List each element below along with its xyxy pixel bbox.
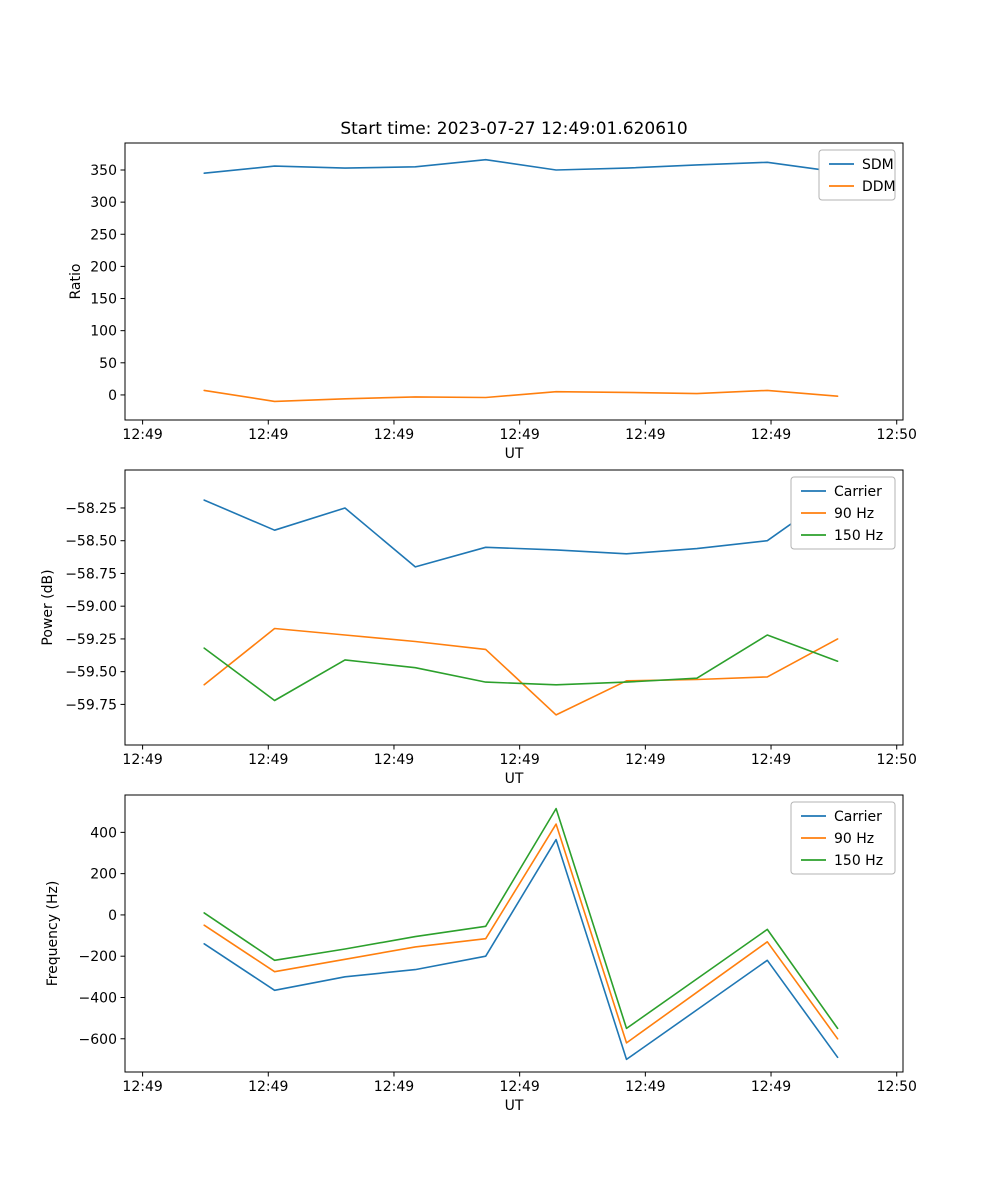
x-tick-label: 12:49 [374, 427, 414, 443]
y-tick-label: −59.00 [65, 599, 117, 615]
y-tick-label: −200 [79, 949, 117, 965]
legend-label: Carrier [834, 484, 882, 500]
y-tick-label: −59.25 [65, 632, 117, 648]
x-axis-label: UT [505, 1098, 524, 1114]
legend-label: 150 Hz [834, 853, 883, 869]
y-tick-label: −58.75 [65, 566, 117, 582]
x-tick-label: 12:50 [877, 1079, 917, 1095]
legend-label: DDM [862, 179, 896, 195]
series-line-150-hz [203, 807, 839, 1030]
y-tick-label: 250 [90, 227, 117, 243]
x-tick-label: 12:49 [248, 427, 288, 443]
y-tick-label: −58.50 [65, 534, 117, 550]
x-tick-label: 12:50 [877, 752, 917, 768]
x-tick-label: 12:49 [625, 1079, 665, 1095]
legend: Carrier 90 Hz 150 Hz [790, 801, 896, 875]
y-axis-label: Frequency (Hz) [45, 881, 61, 987]
series-line-150-hz [203, 634, 839, 702]
x-tick-label: 12:49 [625, 427, 665, 443]
x-tick-label: 12:49 [248, 1079, 288, 1095]
legend-box [790, 801, 896, 875]
x-tick-label: 12:49 [499, 427, 539, 443]
y-tick-label: 400 [90, 825, 117, 841]
legend-label: 150 Hz [834, 528, 883, 544]
y-tick-label: −400 [79, 990, 117, 1006]
series-line-90-hz [203, 823, 839, 1044]
x-tick-label: 12:49 [751, 1079, 791, 1095]
legend-label: Carrier [834, 809, 882, 825]
y-tick-label: 200 [90, 867, 117, 883]
series-line-carrier [203, 490, 839, 568]
legend-label: 90 Hz [834, 831, 874, 847]
y-tick-label: −600 [79, 1032, 117, 1048]
plot-frame [124, 469, 904, 746]
y-tick-label: 0 [108, 388, 117, 404]
x-tick-label: 12:49 [122, 1079, 162, 1095]
series-line-carrier [203, 838, 839, 1061]
figure-title: Start time: 2023-07-27 12:49:01.620610 [340, 119, 688, 139]
y-tick-label: 0 [108, 908, 117, 924]
x-tick-label: 12:49 [625, 752, 665, 768]
x-tick-label: 12:49 [751, 752, 791, 768]
chart-3: 12:49 12:49 12:49 12:49 12:49 12:49 12:50 −600 −… [45, 794, 917, 1114]
x-tick-label: 12:50 [877, 427, 917, 443]
y-tick-label: 200 [90, 259, 117, 275]
x-tick-label: 12:49 [374, 752, 414, 768]
legend-label: SDM [862, 157, 894, 173]
y-tick-label: −58.25 [65, 501, 117, 517]
chart-2: 12:49 12:49 12:49 12:49 12:49 12:49 12:50 −59.7… [40, 469, 917, 787]
x-axis-label: UT [505, 446, 524, 462]
series-line-sdm [203, 158, 839, 174]
y-tick-label: 300 [90, 195, 117, 211]
legend-label: 90 Hz [834, 506, 874, 522]
x-tick-label: 12:49 [499, 1079, 539, 1095]
y-tick-label: 350 [90, 163, 117, 179]
y-tick-label: 100 [90, 324, 117, 340]
series-line-90-hz [203, 627, 839, 716]
y-tick-label: 150 [90, 292, 117, 308]
y-tick-label: −59.50 [65, 665, 117, 681]
series-line-ddm [203, 389, 839, 403]
chart-1: 12:49 12:49 12:49 12:49 12:49 12:49 12:50 0 50 10… [68, 142, 917, 462]
x-tick-label: 12:49 [122, 427, 162, 443]
plot-frame [124, 142, 904, 421]
y-tick-label: 50 [99, 356, 117, 372]
legend-box [790, 476, 896, 550]
x-tick-label: 12:49 [122, 752, 162, 768]
x-tick-label: 12:49 [374, 1079, 414, 1095]
y-axis-label: Power (dB) [40, 569, 56, 645]
x-tick-label: 12:49 [248, 752, 288, 768]
legend: Carrier 90 Hz 150 Hz [790, 476, 896, 550]
y-axis-label: Ratio [68, 264, 84, 300]
x-tick-label: 12:49 [751, 427, 791, 443]
legend-box [818, 149, 896, 201]
y-tick-label: −59.75 [65, 697, 117, 713]
x-axis-label: UT [505, 771, 524, 787]
legend: SDM DDM [818, 149, 896, 201]
plot-frame [124, 794, 904, 1073]
x-tick-label: 12:49 [499, 752, 539, 768]
